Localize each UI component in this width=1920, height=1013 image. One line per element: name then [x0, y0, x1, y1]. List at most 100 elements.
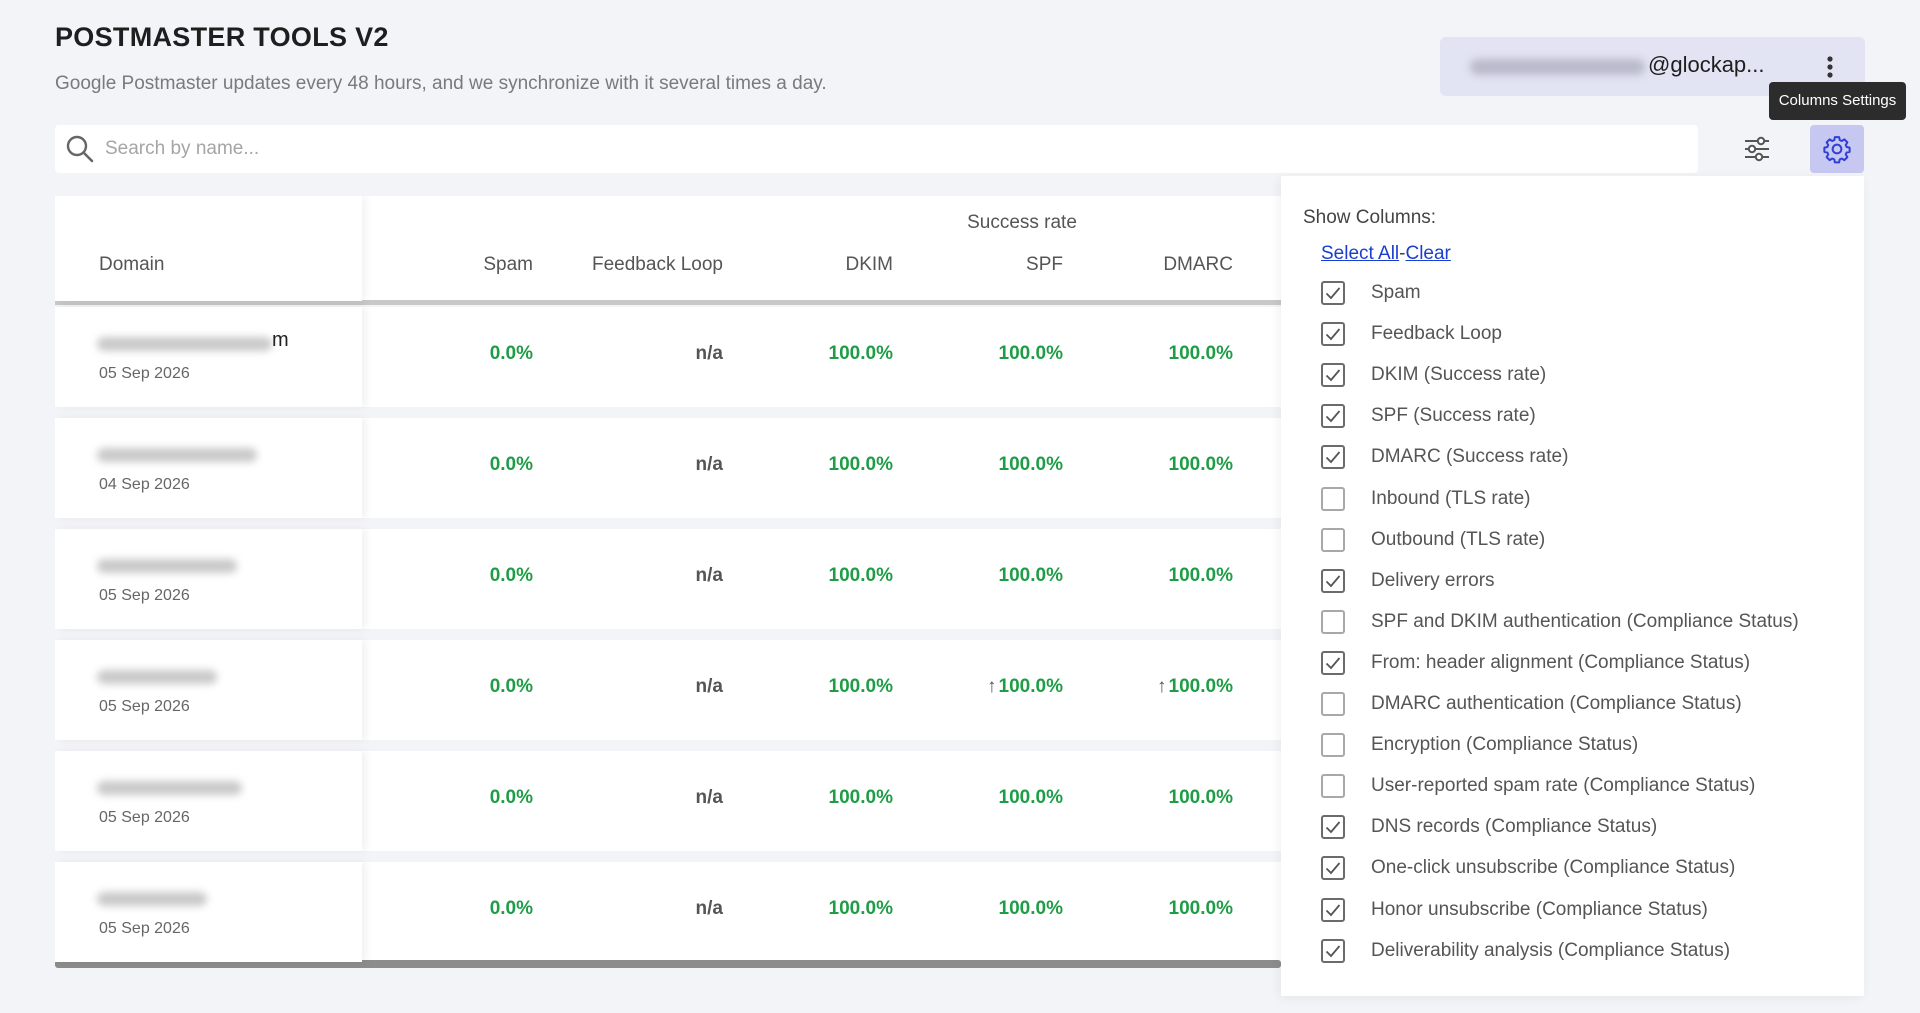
- dkim-value: 100.0%: [828, 676, 893, 697]
- table-row[interactable]: 04 Sep 2026 0.0% n/a 100.0% 100.0% 100.0…: [55, 418, 1281, 518]
- feedback-loop-value: n/a: [695, 787, 723, 808]
- dmarc-value: 100.0%: [1167, 565, 1233, 587]
- checkbox-unchecked[interactable]: [1321, 774, 1345, 799]
- feedback-loop-value: n/a: [695, 898, 723, 919]
- spam-value: 0.0%: [489, 343, 533, 364]
- spf-value: 100.0%: [997, 454, 1063, 476]
- column-option[interactable]: Outbound (TLS rate): [1321, 525, 1545, 555]
- filter-button[interactable]: [1732, 125, 1782, 173]
- spam-value: 0.0%: [489, 676, 533, 697]
- table-row[interactable]: m 05 Sep 2026 0.0% n/a 100.0% 100.0% 100…: [55, 307, 1281, 407]
- columns-settings-button[interactable]: [1810, 125, 1864, 173]
- column-option-label: SPF (Success rate): [1371, 405, 1536, 427]
- checkbox-checked[interactable]: [1321, 322, 1345, 347]
- checkbox-checked[interactable]: [1321, 404, 1345, 429]
- dmarc-value: ↑ 100.0%: [1157, 676, 1233, 698]
- checkmark-icon: [1325, 451, 1341, 464]
- column-option[interactable]: DNS records (Compliance Status): [1321, 812, 1657, 842]
- success-rate-group-header: Success rate: [967, 212, 1077, 233]
- column-option[interactable]: One-click unsubscribe (Compliance Status…: [1321, 853, 1735, 883]
- checkmark-icon: [1325, 575, 1341, 588]
- domain-date: 05 Sep 2026: [99, 587, 190, 604]
- spf-value: ↑ 100.0%: [987, 676, 1063, 698]
- spf-value: 100.0%: [997, 343, 1063, 365]
- checkmark-icon: [1325, 369, 1341, 382]
- checkbox-unchecked[interactable]: [1321, 733, 1345, 758]
- column-option[interactable]: SPF and DKIM authentication (Compliance …: [1321, 607, 1799, 637]
- checkbox-checked[interactable]: [1321, 281, 1345, 305]
- checkbox-checked[interactable]: [1321, 568, 1345, 593]
- spam-column-header[interactable]: Spam: [483, 254, 533, 275]
- column-option[interactable]: DKIM (Success rate): [1321, 360, 1546, 390]
- checkbox-unchecked[interactable]: [1321, 527, 1345, 552]
- kebab-menu-icon: [1827, 56, 1833, 78]
- column-option-label: DNS records (Compliance Status): [1371, 816, 1658, 838]
- checkbox-checked[interactable]: [1321, 445, 1345, 470]
- column-option-label: User-reported spam rate (Compliance Stat…: [1371, 775, 1756, 797]
- horizontal-scrollbar[interactable]: [55, 960, 1281, 968]
- account-menu-button[interactable]: [1815, 51, 1845, 83]
- gear-icon: [1823, 136, 1851, 164]
- table-row[interactable]: 05 Sep 2026 0.0% n/a 100.0% 100.0% 100.0…: [55, 751, 1281, 851]
- table-row[interactable]: 05 Sep 2026 0.0% n/a 100.0% 100.0% 100.0…: [55, 862, 1281, 962]
- dmarc-column-header[interactable]: DMARC: [1163, 254, 1233, 275]
- column-option[interactable]: User-reported spam rate (Compliance Stat…: [1321, 771, 1755, 801]
- feedback-loop-value: n/a: [695, 676, 723, 697]
- spf-value-text: 100.0%: [998, 898, 1063, 919]
- search-icon: [66, 135, 94, 163]
- column-option[interactable]: From: header alignment (Compliance Statu…: [1321, 648, 1750, 678]
- dkim-value: 100.0%: [828, 787, 893, 808]
- table-row[interactable]: 05 Sep 2026 0.0% n/a 100.0% 100.0% 100.0…: [55, 529, 1281, 629]
- checkbox-checked[interactable]: [1321, 815, 1345, 840]
- column-option-label: From: header alignment (Compliance Statu…: [1371, 651, 1751, 673]
- column-option[interactable]: SPF (Success rate): [1321, 401, 1536, 431]
- checkbox-unchecked[interactable]: [1321, 692, 1345, 716]
- spf-value-text: 100.0%: [998, 343, 1063, 364]
- checkmark-icon: [1325, 862, 1341, 875]
- search-input[interactable]: [105, 125, 1685, 173]
- checkmark-icon: [1325, 945, 1341, 957]
- domains-table: Domain Success rate Spam Feedback Loop D…: [55, 196, 1281, 969]
- column-option[interactable]: Honor unsubscribe (Compliance Status): [1321, 895, 1708, 925]
- column-option-label: Spam: [1371, 282, 1421, 303]
- dkim-column-header[interactable]: DKIM: [845, 254, 894, 275]
- domain-date: 05 Sep 2026: [99, 698, 190, 715]
- column-option[interactable]: Feedback Loop: [1321, 319, 1502, 349]
- dmarc-value: 100.0%: [1167, 343, 1233, 365]
- dkim-value: 100.0%: [828, 454, 893, 475]
- checkmark-icon: [1325, 328, 1341, 341]
- column-option[interactable]: Delivery errors: [1321, 566, 1495, 596]
- domain-name-suffix: m: [272, 329, 289, 351]
- clear-link[interactable]: Clear: [1405, 243, 1451, 264]
- checkbox-checked[interactable]: [1321, 650, 1345, 675]
- column-option[interactable]: Inbound (TLS rate): [1321, 484, 1530, 514]
- checkbox-checked[interactable]: [1321, 856, 1345, 881]
- account-selector[interactable]: @glockap...: [1440, 37, 1865, 96]
- trend-up-icon: ↑: [987, 676, 997, 697]
- domain-date: 04 Sep 2026: [99, 476, 190, 493]
- column-option[interactable]: DMARC authentication (Compliance Status): [1321, 689, 1742, 719]
- checkbox-checked[interactable]: [1321, 363, 1345, 388]
- spf-column-header[interactable]: SPF: [1026, 254, 1063, 275]
- domain-date: 05 Sep 2026: [99, 809, 190, 826]
- column-option[interactable]: Deliverability analysis (Compliance Stat…: [1321, 936, 1730, 966]
- domain-column-header[interactable]: Domain: [99, 254, 165, 275]
- column-option[interactable]: Spam: [1321, 278, 1421, 308]
- feedback-loop-column-header[interactable]: Feedback Loop: [592, 254, 723, 275]
- checkbox-checked[interactable]: [1321, 897, 1345, 922]
- column-option-label: Inbound (TLS rate): [1371, 487, 1531, 509]
- columns-settings-tooltip: Columns Settings: [1769, 82, 1906, 120]
- column-option-label: Outbound (TLS rate): [1371, 528, 1546, 550]
- select-all-link[interactable]: Select All: [1321, 243, 1400, 264]
- domain-cell: 04 Sep 2026: [55, 418, 362, 518]
- checkbox-unchecked[interactable]: [1321, 609, 1345, 634]
- table-row[interactable]: 05 Sep 2026 0.0% n/a 100.0% ↑ 100.0% ↑ 100…: [55, 640, 1281, 740]
- spam-value: 0.0%: [489, 565, 533, 586]
- column-option[interactable]: Encryption (Compliance Status): [1321, 730, 1638, 760]
- checkbox-unchecked[interactable]: [1321, 486, 1345, 511]
- page-subtitle: Google Postmaster updates every 48 hours…: [55, 73, 827, 94]
- checkbox-checked[interactable]: [1321, 938, 1345, 963]
- column-option-label: DKIM (Success rate): [1371, 364, 1547, 386]
- column-option[interactable]: DMARC (Success rate): [1321, 442, 1568, 472]
- dmarc-value-text: 100.0%: [1168, 343, 1233, 364]
